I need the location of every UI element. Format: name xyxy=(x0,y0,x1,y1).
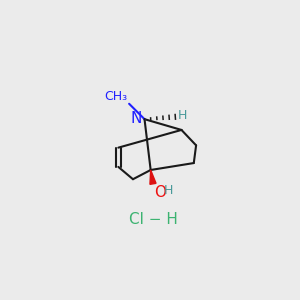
Text: H: H xyxy=(178,109,187,122)
Polygon shape xyxy=(150,170,156,184)
Text: O: O xyxy=(154,184,166,200)
Text: Cl − H: Cl − H xyxy=(129,212,178,227)
Text: N: N xyxy=(131,111,142,126)
Text: H: H xyxy=(164,184,173,196)
Text: CH₃: CH₃ xyxy=(104,90,128,103)
